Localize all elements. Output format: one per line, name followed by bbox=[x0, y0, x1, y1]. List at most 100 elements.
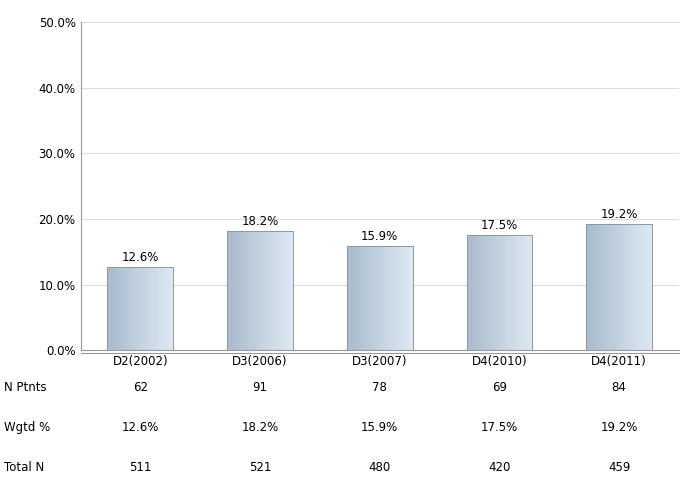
Bar bbox=[228, 231, 230, 350]
Bar bbox=[250, 231, 251, 350]
Bar bbox=[636, 224, 637, 350]
Bar bbox=[113, 268, 114, 350]
Text: 19.2%: 19.2% bbox=[601, 421, 638, 434]
Bar bbox=[504, 236, 505, 350]
Bar bbox=[241, 231, 243, 350]
Bar bbox=[604, 224, 605, 350]
Bar bbox=[244, 231, 245, 350]
Bar bbox=[601, 224, 602, 350]
Bar bbox=[629, 224, 631, 350]
Bar bbox=[483, 236, 484, 350]
Bar bbox=[393, 246, 394, 350]
Bar bbox=[143, 268, 144, 350]
Bar bbox=[615, 224, 616, 350]
Text: 19.2%: 19.2% bbox=[601, 208, 638, 221]
Bar bbox=[262, 231, 264, 350]
Bar bbox=[512, 236, 513, 350]
Bar bbox=[594, 224, 595, 350]
Bar bbox=[489, 236, 490, 350]
Text: 69: 69 bbox=[492, 381, 507, 394]
Bar bbox=[116, 268, 118, 350]
Bar bbox=[481, 236, 482, 350]
Bar bbox=[236, 231, 237, 350]
Bar bbox=[622, 224, 624, 350]
Bar bbox=[382, 246, 384, 350]
Bar bbox=[141, 268, 143, 350]
Bar bbox=[237, 231, 238, 350]
Bar bbox=[346, 246, 348, 350]
Bar bbox=[503, 236, 504, 350]
Bar bbox=[632, 224, 634, 350]
Bar bbox=[134, 268, 135, 350]
Bar bbox=[169, 268, 170, 350]
Bar bbox=[350, 246, 351, 350]
Bar bbox=[261, 231, 262, 350]
Bar bbox=[227, 231, 293, 350]
Bar bbox=[648, 224, 649, 350]
Bar bbox=[255, 231, 256, 350]
Bar bbox=[531, 236, 533, 350]
Bar bbox=[387, 246, 388, 350]
Bar bbox=[253, 231, 255, 350]
Bar bbox=[529, 236, 531, 350]
Bar bbox=[275, 231, 276, 350]
Bar bbox=[598, 224, 600, 350]
Bar bbox=[149, 268, 150, 350]
Bar bbox=[128, 268, 130, 350]
Bar bbox=[395, 246, 396, 350]
Bar bbox=[137, 268, 139, 350]
Bar bbox=[482, 236, 483, 350]
Bar bbox=[148, 268, 149, 350]
Bar bbox=[474, 236, 475, 350]
Bar bbox=[230, 231, 231, 350]
Text: 18.2%: 18.2% bbox=[241, 214, 279, 228]
Bar bbox=[140, 268, 141, 350]
Bar bbox=[502, 236, 503, 350]
Bar bbox=[384, 246, 386, 350]
Bar bbox=[133, 268, 134, 350]
Bar bbox=[145, 268, 146, 350]
Bar bbox=[643, 224, 645, 350]
Bar bbox=[158, 268, 159, 350]
Bar bbox=[640, 224, 641, 350]
Bar bbox=[172, 268, 174, 350]
Text: 18.2%: 18.2% bbox=[241, 421, 279, 434]
Bar bbox=[390, 246, 391, 350]
Bar bbox=[624, 224, 626, 350]
Bar bbox=[370, 246, 371, 350]
Bar bbox=[377, 246, 378, 350]
Bar bbox=[479, 236, 480, 350]
Bar bbox=[153, 268, 154, 350]
Bar bbox=[379, 246, 380, 350]
Bar bbox=[354, 246, 356, 350]
Bar bbox=[634, 224, 636, 350]
Bar bbox=[603, 224, 604, 350]
Bar bbox=[639, 224, 640, 350]
Bar bbox=[367, 246, 368, 350]
Bar bbox=[500, 236, 502, 350]
Bar bbox=[480, 236, 481, 350]
Bar bbox=[157, 268, 158, 350]
Bar bbox=[473, 236, 475, 350]
Bar bbox=[484, 236, 485, 350]
Bar bbox=[505, 236, 506, 350]
Bar bbox=[227, 231, 228, 350]
Bar bbox=[282, 231, 284, 350]
Bar bbox=[110, 268, 111, 350]
Bar bbox=[150, 268, 152, 350]
Bar bbox=[520, 236, 522, 350]
Bar bbox=[267, 231, 269, 350]
Bar bbox=[651, 224, 652, 350]
Bar bbox=[586, 224, 587, 350]
Bar bbox=[400, 246, 402, 350]
Bar bbox=[631, 224, 633, 350]
Text: 420: 420 bbox=[489, 461, 510, 474]
Bar bbox=[130, 268, 131, 350]
Bar bbox=[637, 224, 638, 350]
Bar bbox=[596, 224, 597, 350]
Bar bbox=[240, 231, 241, 350]
Bar bbox=[263, 231, 265, 350]
Bar bbox=[528, 236, 529, 350]
Bar bbox=[394, 246, 395, 350]
Bar bbox=[358, 246, 359, 350]
